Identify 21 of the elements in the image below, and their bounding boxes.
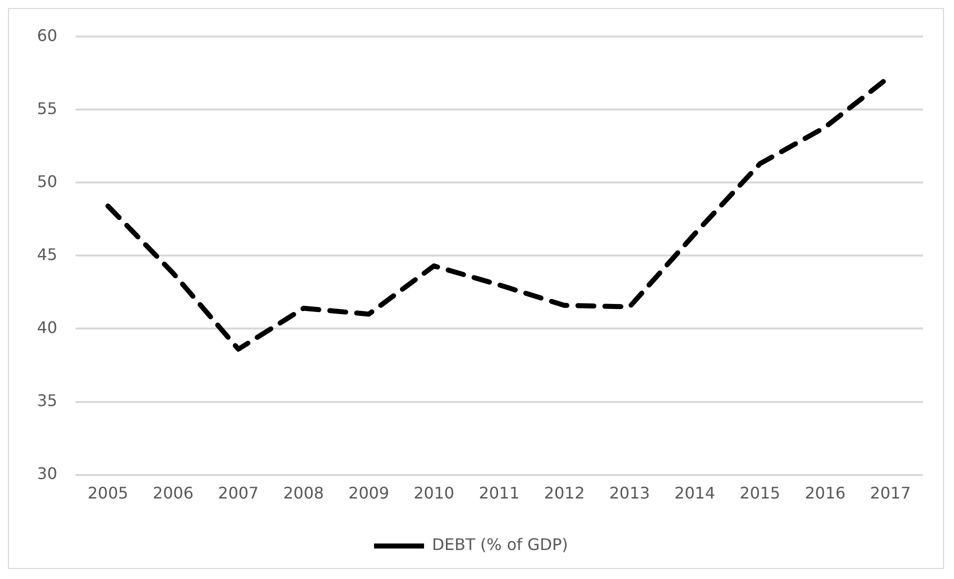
- x-tick-label: 2006: [152, 484, 194, 503]
- x-tick-label: 2013: [609, 484, 650, 503]
- x-tick-label: 2017: [870, 484, 911, 503]
- x-tick-label: 2012: [544, 484, 585, 503]
- y-tick-label: 35: [37, 390, 58, 410]
- y-tick-label: 50: [37, 172, 58, 191]
- x-tick-label: 2014: [674, 484, 716, 503]
- y-tick-label: 55: [37, 98, 58, 118]
- y-tick-label: 45: [37, 244, 58, 264]
- x-tick-label: 2009: [348, 484, 390, 503]
- y-tick-label: 60: [37, 26, 58, 45]
- legend-label: DEBT (% of GDP): [432, 535, 568, 554]
- y-tick-label: 40: [37, 318, 58, 337]
- x-tick-label: 2008: [283, 484, 324, 503]
- x-tick-label: 2007: [218, 484, 259, 503]
- x-tick-label: 2010: [414, 484, 454, 503]
- y-tick-label: 30: [37, 464, 58, 483]
- x-tick-label: 2005: [88, 484, 128, 503]
- x-tick-label: 2015: [740, 484, 780, 503]
- x-tick-label: 2011: [478, 484, 520, 503]
- x-tick-label: 2016: [804, 484, 846, 503]
